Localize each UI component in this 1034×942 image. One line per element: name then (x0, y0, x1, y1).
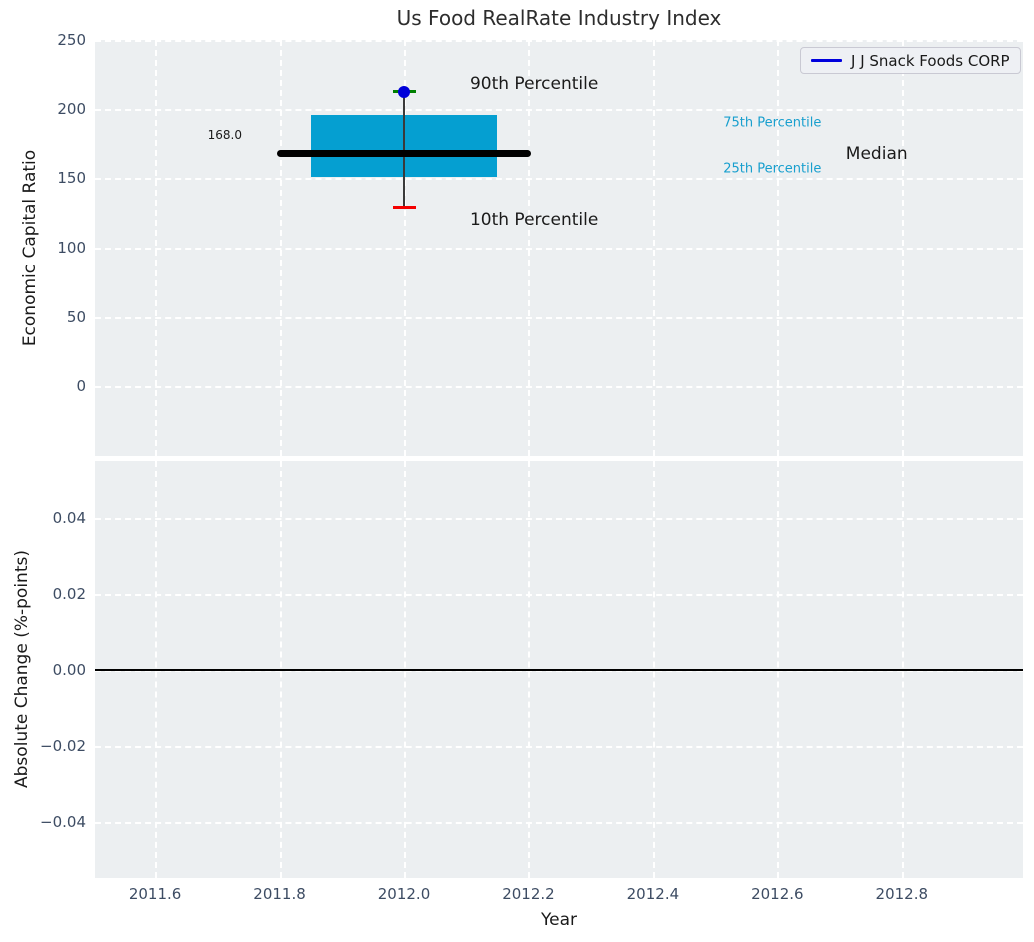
gridline (95, 109, 1023, 112)
x-tick-label: 2011.8 (253, 885, 306, 903)
x-tick-label: 2012.8 (875, 885, 929, 903)
x-tick-label: 2011.6 (128, 885, 182, 903)
gridline (95, 247, 1023, 250)
gridline (95, 518, 1023, 520)
y-tick-label: 200 (57, 100, 86, 119)
y-tick-label: 50 (66, 307, 86, 326)
y-tick-label: 0.02 (52, 585, 86, 603)
legend-line-sample (811, 59, 842, 62)
y-tick-label: −0.04 (40, 813, 86, 831)
y-tick-label: −0.02 (40, 737, 86, 755)
whisker-line (403, 91, 405, 208)
annotation: 10th Percentile (469, 209, 599, 230)
y-tick-label: 0.04 (52, 509, 86, 527)
y-axis-label-bottom: Absolute Change (%-points) (12, 550, 32, 788)
annotation: 25th Percentile (723, 161, 822, 177)
x-tick-label: 2012.2 (502, 885, 555, 903)
company-value-dot (398, 85, 410, 98)
legend: J J Snack Foods CORP (800, 47, 1021, 74)
bottom-plot-area (95, 461, 1023, 878)
y-tick-label: 0.00 (52, 661, 86, 679)
whisker-cap-10th (393, 205, 416, 209)
x-tick-label: 2012.6 (751, 885, 804, 903)
gridline (95, 594, 1023, 596)
gridline (95, 822, 1023, 824)
gridline (95, 386, 1023, 388)
top-plot-area: 168.0 90th Percentile 10th Percentile 75th … (95, 40, 1023, 456)
zero-change-line (95, 669, 1023, 671)
y-tick-label: 100 (57, 238, 86, 257)
legend-label: J J Snack Foods CORP (851, 51, 1010, 70)
median-line (276, 149, 532, 157)
gridline (95, 670, 1023, 672)
y-axis-label-top: Economic Capital Ratio (20, 149, 40, 347)
annotation: 168.0 (207, 128, 242, 143)
gridline (95, 40, 1023, 42)
chart-title: Us Food RealRate Industry Index (396, 6, 722, 30)
y-tick-label: 150 (57, 169, 86, 188)
gridline (95, 316, 1023, 319)
annotation: 75th Percentile (723, 115, 822, 131)
x-axis-label: Year (541, 910, 577, 930)
gridline (95, 746, 1023, 748)
y-tick-label: 0 (76, 377, 86, 395)
annotation: 90th Percentile (469, 74, 599, 95)
gridline (95, 178, 1023, 181)
x-tick-label: 2012.4 (626, 885, 680, 903)
y-tick-label: 250 (57, 31, 86, 49)
x-tick-label: 2012.0 (377, 885, 431, 903)
annotation: Median (845, 144, 908, 165)
